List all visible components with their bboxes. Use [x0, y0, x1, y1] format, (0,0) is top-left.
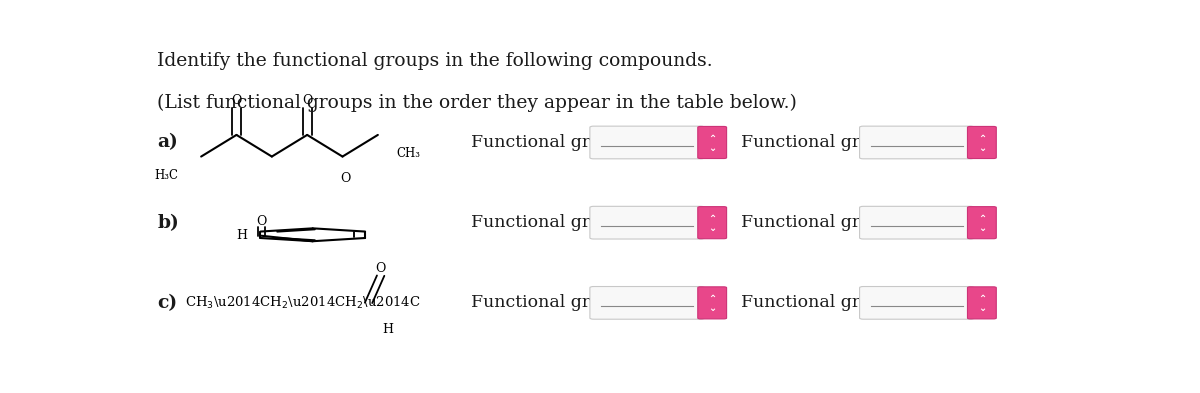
Text: Functional group 1: Functional group 1 [470, 294, 640, 311]
Text: ⌄: ⌄ [708, 303, 716, 313]
FancyBboxPatch shape [697, 127, 727, 158]
Text: CH₃: CH₃ [396, 147, 420, 160]
FancyBboxPatch shape [590, 206, 704, 239]
FancyBboxPatch shape [859, 126, 974, 159]
Text: a): a) [157, 134, 178, 151]
Text: (List functional groups in the order they appear in the table below.): (List functional groups in the order the… [157, 94, 797, 112]
FancyBboxPatch shape [697, 207, 727, 239]
Text: Identify the functional groups in the following compounds.: Identify the functional groups in the fo… [157, 52, 713, 70]
Text: O: O [376, 262, 386, 275]
Text: O: O [232, 94, 241, 107]
Text: O: O [302, 94, 312, 107]
Text: O: O [340, 172, 350, 185]
Text: ⌄: ⌄ [708, 143, 716, 153]
Text: Functional group 2: Functional group 2 [740, 294, 910, 311]
FancyBboxPatch shape [967, 127, 996, 158]
Text: ⌃: ⌃ [978, 294, 986, 304]
FancyBboxPatch shape [590, 286, 704, 319]
Text: ⌄: ⌄ [978, 303, 986, 313]
Text: O: O [256, 215, 266, 228]
Text: CH$_3$\u2014CH$_2$\u2014CH$_2$\u2014C: CH$_3$\u2014CH$_2$\u2014CH$_2$\u2014C [185, 295, 421, 311]
FancyBboxPatch shape [859, 286, 974, 319]
Text: b): b) [157, 214, 179, 232]
Text: ⌃: ⌃ [708, 133, 716, 143]
Text: ⌃: ⌃ [708, 294, 716, 304]
FancyBboxPatch shape [697, 287, 727, 319]
Text: H: H [383, 323, 394, 336]
Text: H₃C: H₃C [154, 169, 178, 182]
Text: ⌄: ⌄ [708, 223, 716, 233]
Text: c): c) [157, 294, 178, 312]
Text: ⌃: ⌃ [978, 133, 986, 143]
Text: ⌄: ⌄ [978, 143, 986, 153]
Text: Functional group 1: Functional group 1 [470, 214, 640, 231]
FancyBboxPatch shape [967, 207, 996, 239]
Text: ⌃: ⌃ [978, 213, 986, 224]
Text: Functional group 1: Functional group 1 [470, 134, 640, 151]
FancyBboxPatch shape [967, 287, 996, 319]
Text: Functional group 2: Functional group 2 [740, 214, 910, 231]
Text: ⌄: ⌄ [978, 223, 986, 233]
Text: ⌃: ⌃ [708, 213, 716, 224]
FancyBboxPatch shape [859, 206, 974, 239]
Text: Functional group 2: Functional group 2 [740, 134, 910, 151]
Text: H: H [236, 229, 247, 242]
FancyBboxPatch shape [590, 126, 704, 159]
